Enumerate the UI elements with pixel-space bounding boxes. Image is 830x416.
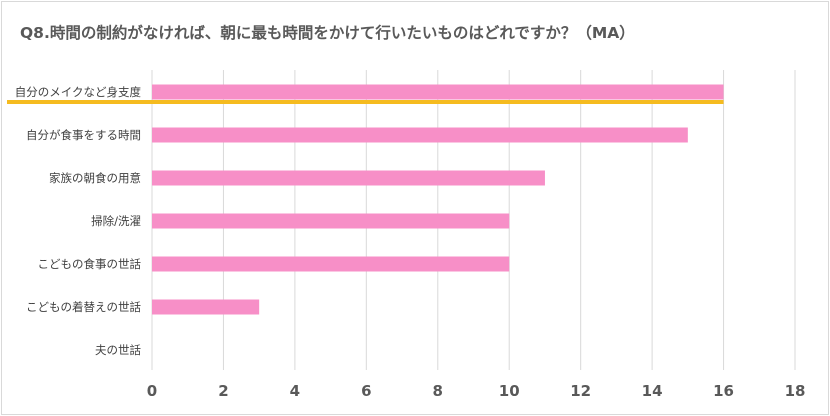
category-label: 夫の世話 <box>95 343 141 357</box>
category-label: 自分のメイクなど身支度 <box>15 85 142 99</box>
category-label: 自分が食事をする時間 <box>26 128 141 142</box>
x-tick-label: 4 <box>290 382 300 400</box>
category-label: こどもの着替えの世話 <box>26 300 141 314</box>
x-tick-label: 8 <box>433 382 443 400</box>
x-tick-label: 10 <box>499 382 520 400</box>
bar-5 <box>152 299 260 315</box>
chart-title: Q8.時間の制約がなければ、朝に最も時間をかけて行いたいものはどれですか？（MA… <box>20 24 635 42</box>
x-tick-label: 6 <box>361 382 371 400</box>
bar-2 <box>152 170 545 186</box>
bar-4 <box>152 256 510 272</box>
x-tick-label: 0 <box>147 382 157 400</box>
x-tick-label: 14 <box>642 382 663 400</box>
bar-3 <box>152 213 510 229</box>
x-tick-label: 2 <box>218 382 228 400</box>
category-label: 家族の朝食の用意 <box>49 171 141 185</box>
bar-0 <box>152 84 724 100</box>
category-label: 掃除/洗濯 <box>91 214 141 228</box>
x-tick-label: 18 <box>785 382 806 400</box>
x-tick-label: 12 <box>570 382 591 400</box>
category-label: こどもの食事の世話 <box>38 257 142 271</box>
bar-1 <box>152 127 688 143</box>
x-tick-label: 16 <box>713 382 734 400</box>
